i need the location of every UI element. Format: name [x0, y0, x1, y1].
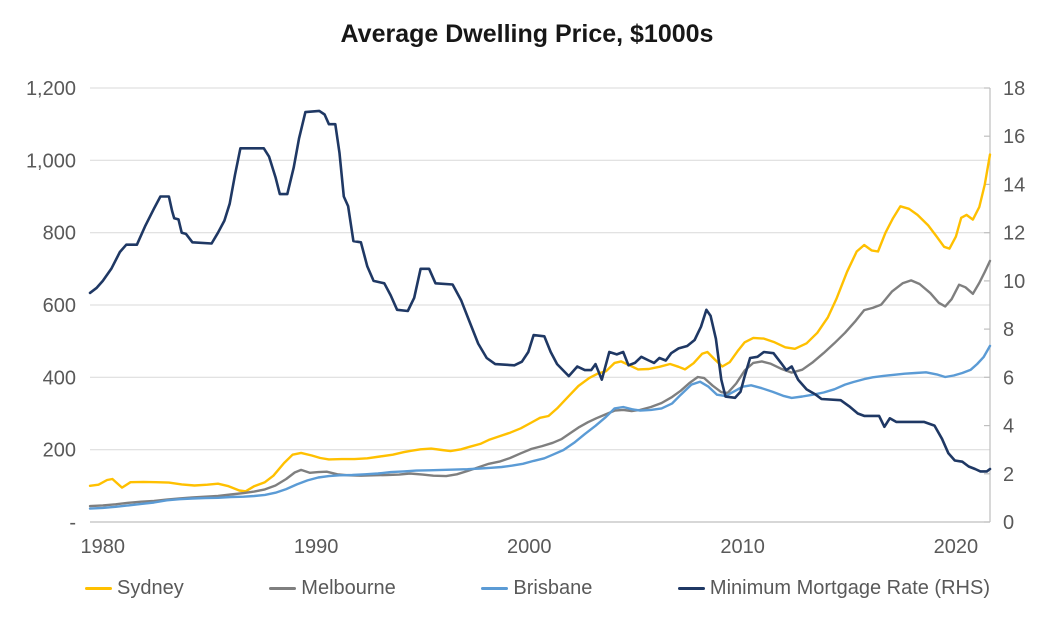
chart-title: Average Dwelling Price, $1000s	[341, 20, 714, 48]
legend: Sydney Melbourne Brisbane Minimum Mortgage …	[85, 577, 990, 600]
left-axis-tick-label: 600	[43, 295, 76, 317]
legend-dash-icon	[677, 587, 705, 590]
legend-item-melbourne: Melbourne	[269, 577, 396, 600]
left-axis-tick-labels: - 200 400 600 800 1,000 1,200	[26, 78, 76, 534]
left-axis-tick-label: 1,200	[26, 78, 76, 100]
gridlines	[90, 87, 990, 451]
right-axis-tick-label: 0	[1003, 512, 1014, 534]
legend-label: Melbourne	[301, 577, 396, 599]
x-axis-tick-label: 2020	[934, 536, 979, 558]
left-axis-tick-label: 800	[43, 223, 76, 245]
legend-dash-icon	[481, 587, 509, 590]
right-axis-tick-label: 10	[1003, 271, 1025, 293]
series-line-brisbane	[88, 344, 992, 510]
legend-label: Minimum Mortgage Rate (RHS)	[709, 577, 990, 599]
x-axis-tick-label: 2010	[720, 536, 765, 558]
right-axis-tick-label: 8	[1003, 319, 1014, 341]
right-axis-tick-label: 6	[1003, 367, 1014, 389]
x-axis-tick-label: 2000	[507, 536, 552, 558]
series-lines	[88, 109, 992, 510]
right-axis-tick-labels: 0 2 4 6 8 10 12 14 16 18	[1003, 78, 1025, 534]
x-axis-tick-label: 1990	[294, 536, 339, 558]
right-axis-tick-label: 14	[1003, 174, 1025, 196]
x-axis-tick-label: 1980	[81, 536, 126, 558]
right-axis-tick-label: 16	[1003, 126, 1025, 148]
legend-item-brisbane: Brisbane	[481, 577, 592, 600]
legend-dash-icon	[85, 587, 112, 590]
right-axis-tick-label: 18	[1003, 78, 1025, 100]
series-line-sydney	[88, 153, 992, 493]
right-axis-tick-label: 4	[1003, 416, 1014, 438]
left-axis-tick-label: 400	[43, 367, 76, 389]
x-axis-tick-labels: 1980 1990 2000 2010 2020	[81, 536, 979, 558]
left-axis-tick-label: 1,000	[26, 150, 76, 172]
legend-item-sydney: Sydney	[85, 577, 184, 600]
legend-label: Brisbane	[513, 577, 593, 599]
legend-dash-icon	[269, 587, 297, 590]
legend-item-minimum-mortgage-rate-rhs: Minimum Mortgage Rate (RHS)	[677, 577, 990, 600]
right-axis-tick-label: 12	[1003, 223, 1025, 245]
left-axis-tick-label: 200	[43, 440, 76, 462]
legend-label: Sydney	[117, 577, 184, 599]
left-axis-tick-label: -	[69, 512, 76, 534]
series-line-minimum-mortgage-rate-rhs	[88, 109, 992, 473]
series-line-melbourne	[88, 259, 992, 508]
right-axis-tick-label: 2	[1003, 464, 1014, 486]
